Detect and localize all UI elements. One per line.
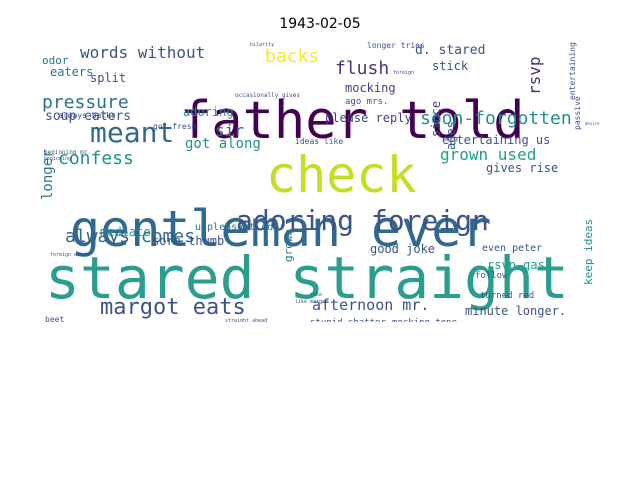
chart-title: 1943-02-05 — [279, 16, 361, 32]
cloud-word: even peter — [482, 243, 542, 254]
cloud-word: ages — [444, 121, 458, 150]
cloud-word: hilarity — [250, 42, 274, 48]
cloud-word: like margot — [295, 299, 328, 305]
cloud-word: eaters — [50, 65, 93, 79]
cloud-word: entertaining us — [442, 133, 550, 147]
cloud-word: sore thumb — [152, 234, 224, 248]
cloud-word: check — [266, 146, 417, 204]
cloud-word: backs — [265, 46, 319, 67]
cloud-word: adoring — [183, 105, 234, 119]
cloud-word: confess — [58, 148, 134, 169]
cloud-word: beginning mr. — [44, 149, 91, 156]
cloud-word: father told — [180, 91, 524, 151]
cloud-word: got fresh — [153, 122, 197, 131]
word-cloud: stared straight gentleman ever father told… — [40, 40, 600, 322]
cloud-word: odor — [42, 54, 69, 67]
cloud-word: sir — [215, 121, 244, 140]
cloud-word: afternoon mr. — [312, 296, 429, 314]
cloud-word: d. stared — [415, 43, 485, 58]
cloud-word: longer — [40, 149, 56, 200]
cloud-word: words without — [80, 43, 205, 62]
cloud-word: keep ideas — [582, 219, 595, 285]
cloud-word: soup eaters — [45, 109, 131, 124]
cloud-word: ago mrs. — [345, 97, 388, 107]
cloud-word: mocking tone — [392, 318, 457, 322]
cloud-word: always backs — [58, 111, 116, 120]
cloud-word: longer tries — [367, 41, 425, 50]
cloud-word: rsvp—gas — [487, 258, 545, 272]
cloud-word: rsvp — [525, 56, 544, 95]
cloud-word: mocking — [345, 81, 396, 95]
cloud-word: minute longer. — [465, 304, 566, 318]
cloud-word: since — [429, 101, 443, 137]
cloud-word: beet — [45, 315, 64, 322]
cloud-word: good joke — [370, 242, 435, 256]
cloud-word: stared straight — [45, 244, 569, 312]
cloud-word: unpleasant odor — [195, 222, 285, 233]
cloud-word: straight ahead — [225, 318, 267, 322]
cloud-word: please reply — [325, 111, 412, 125]
cloud-word: turned red — [480, 291, 534, 301]
cloud-word: margot eats — [100, 295, 246, 320]
cloud-word: foreign — [393, 70, 414, 76]
cloud-word: got along — [185, 136, 261, 152]
cloud-word: mediate — [100, 225, 151, 239]
cloud-word: split — [90, 71, 126, 85]
cloud-word: always comes — [65, 226, 195, 247]
cloud-word: adoring foreign — [236, 204, 489, 237]
cloud-word: meant — [90, 116, 174, 149]
cloud-word: beginning — [44, 156, 71, 162]
cloud-word: joke — [310, 292, 322, 298]
cloud-word: flush — [335, 58, 389, 79]
cloud-word: ideas like — [295, 137, 343, 146]
cloud-word: desire — [585, 121, 600, 126]
cloud-word: passive — [573, 96, 582, 130]
cloud-word: stupid chatter — [310, 318, 386, 322]
cloud-word: stick — [432, 59, 469, 73]
cloud-word: pressure — [42, 92, 129, 113]
cloud-word: gives rise — [486, 161, 558, 175]
cloud-word: gentleman ever — [70, 200, 491, 258]
cloud-word: grown used — [440, 145, 536, 164]
cloud-word: follow — [475, 271, 508, 281]
cloud-word: foreign words — [50, 252, 89, 258]
cloud-word: entertaining — [568, 42, 577, 100]
cloud-word: soon-forgotten — [420, 108, 572, 129]
cloud-word: occasionally gives — [235, 92, 300, 99]
cloud-word: grown — [282, 229, 295, 262]
